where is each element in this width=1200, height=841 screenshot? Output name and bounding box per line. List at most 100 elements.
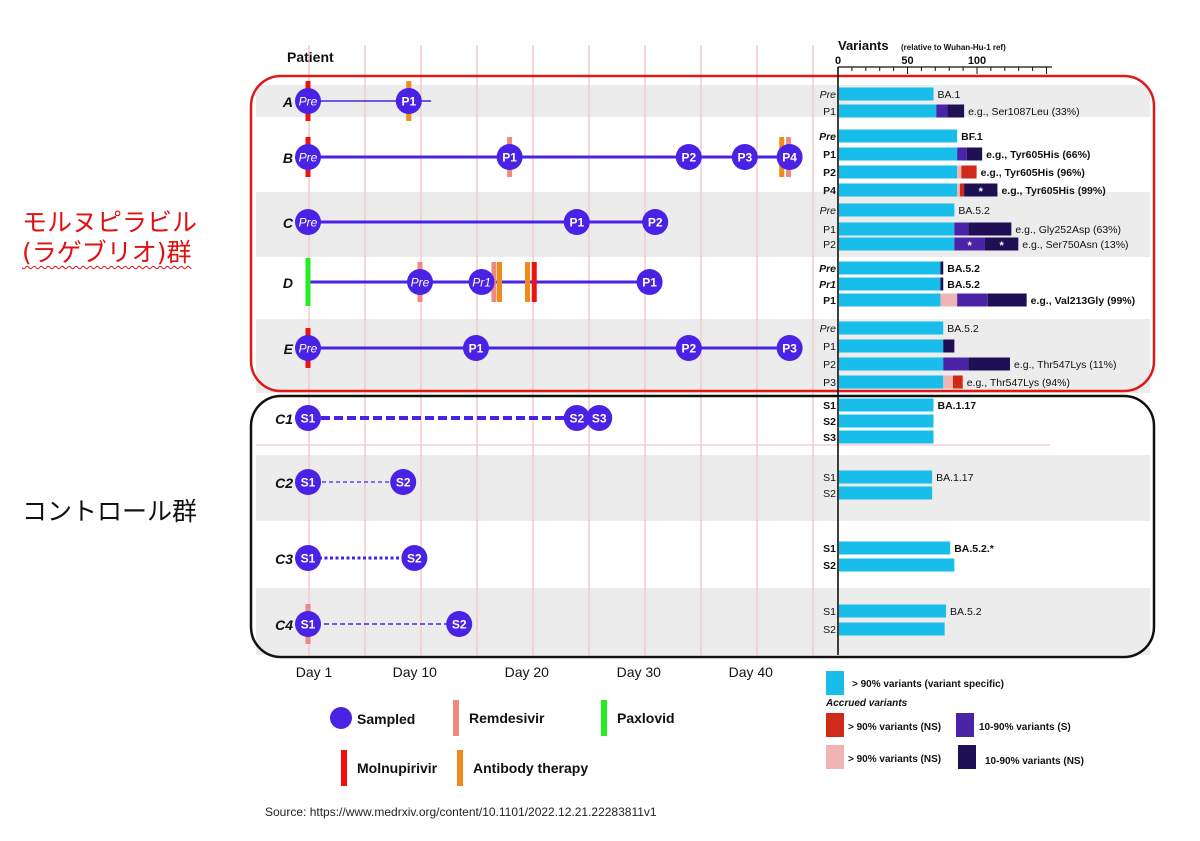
variants-legend: > 90% variants (variant specific) > 90% v… (825, 671, 1084, 769)
sample-node (295, 88, 321, 114)
variant-sample-label: P2 (823, 167, 836, 179)
variant-sample-label: P1 (823, 224, 836, 236)
variant-note: BA.1 (938, 89, 961, 101)
legend-item-paxlovid: Paxlovid (601, 700, 675, 736)
molnupiravir-group-label-line2: (ラゲブリオ)群 (22, 233, 192, 269)
patient-id-label: C1 (275, 411, 293, 427)
variant-row-a-p1: P1 e.g., Ser1087Leu (33%) (823, 104, 1080, 118)
variant-bar-variant_specific (839, 398, 934, 412)
variant-note: e.g., Thr547Lys (94%) (967, 377, 1070, 389)
variant-bar-variant_specific (839, 558, 955, 572)
variants-legend-item-variant_specific: > 90% variants (variant specific) (826, 671, 1004, 695)
variant-bar-variant_specific (839, 414, 934, 428)
variant-sample-label: S1 (823, 400, 836, 412)
variant-bar-variant_specific (839, 339, 944, 353)
variant-row-c-p1: P1 e.g., Gly252Asp (63%) (823, 222, 1121, 236)
sample-node (563, 405, 590, 431)
variant-sample-label: S2 (823, 416, 836, 428)
sample-label: Pre (299, 342, 318, 356)
variant-bar-variant_specific (839, 129, 958, 143)
patient-c3-timeline: C3 S1 S2 (275, 545, 428, 571)
sample-label: S2 (569, 412, 584, 426)
variant-sample-label: Pre (820, 205, 837, 217)
legend-label: Molnupirivir (357, 760, 438, 776)
timeline-legend: Sampled Remdesivir Paxlovid Molnupirivir Ant… (330, 700, 675, 786)
sample-node (395, 88, 422, 114)
legend-item-remdesivir: Remdesivir (453, 700, 545, 736)
variant-note: e.g., Gly252Asp (63%) (1015, 224, 1121, 236)
legend-label: Remdesivir (469, 710, 545, 726)
variant-bar-ns_90_light (943, 375, 953, 389)
variant-note: e.g., Tyr605His (96%) (981, 167, 1085, 179)
sample-node (295, 405, 321, 431)
molnupiravir-group-label-text: (ラゲブリオ)群 (22, 238, 192, 267)
row-band (256, 588, 1150, 655)
variant-bar-s_10_90 (936, 104, 948, 118)
variant-row-c2-s2: S2 (823, 486, 933, 500)
legend-label: 10-90% variants (NS) (985, 756, 1084, 767)
variant-sample-label: P4 (823, 185, 836, 197)
variants-legend-title: Accrued variants (825, 698, 908, 709)
legend-label: Antibody therapy (473, 760, 588, 776)
variant-bar-variant_specific (839, 203, 955, 217)
sample-label: Pre (299, 151, 318, 165)
legend-swatch-ns_10_90 (958, 745, 976, 769)
variant-row-b-p4: P4 * e.g., Tyr605His (99%) (823, 183, 1106, 198)
variant-bar-variant_specific (839, 183, 958, 197)
sample-node (776, 144, 803, 170)
variant-bar-variant_specific (839, 261, 941, 275)
variant-row-c4-s1: S1 BA.5.2 (823, 604, 982, 618)
sample-node (636, 269, 663, 295)
sample-label: P1 (401, 95, 416, 109)
variant-row-d-pre: Pre BA.5.2 (819, 261, 980, 275)
variant-row-e-p2: P2 e.g., Thr547Lys (11%) (823, 357, 1117, 371)
variant-note: e.g., Ser750Asn (13%) (1022, 239, 1128, 251)
legend-swatch-molnupiravir (341, 750, 347, 786)
variant-bar-s_10_90 (943, 357, 969, 371)
variant-sample-label: S1 (823, 543, 836, 555)
sample-node (295, 545, 321, 571)
variant-bar-variant_specific (839, 375, 944, 389)
variant-sample-label: Pre (820, 89, 837, 101)
variant-row-c1-s1: S1 BA.1.17 (823, 398, 976, 412)
patient-id-label: D (283, 275, 293, 291)
sample-label: S2 (396, 476, 411, 490)
variant-bar-ns_10_90 (964, 183, 998, 197)
legend-label: > 90% variants (NS) (848, 754, 941, 765)
variant-bar-variant_specific (839, 237, 955, 251)
sample-node (496, 144, 523, 170)
sample-label: P3 (782, 342, 797, 356)
sample-label: P2 (648, 216, 663, 230)
variant-row-a-pre: Pre BA.1 (820, 87, 961, 101)
variant-bar-ns_90_light (957, 165, 962, 179)
legend-label: Paxlovid (617, 710, 675, 726)
sample-node (731, 144, 758, 170)
variants-tick-label: 100 (968, 55, 986, 67)
sample-node (642, 209, 669, 235)
variants-tick-label: 50 (901, 55, 913, 67)
variants-legend-item-ns_10_90: 10-90% variants (NS) (958, 745, 1084, 769)
sample-label: S2 (452, 618, 467, 632)
sample-node (407, 269, 433, 295)
sample-node (295, 469, 321, 495)
sample-label: S2 (407, 552, 422, 566)
sample-node (401, 545, 428, 571)
variant-row-b-pre: Pre BF.1 (819, 129, 983, 143)
patient-a-timeline: A Pre P1 (282, 81, 432, 121)
variant-sample-label: P1 (823, 341, 836, 353)
sample-node (295, 209, 321, 235)
patient-id-label: B (283, 150, 293, 166)
sample-node (463, 335, 489, 361)
sample-node (675, 335, 702, 361)
variant-row-c-p2: P2 * * e.g., Ser750Asn (13%) (823, 237, 1129, 252)
control-group-frame (249, 394, 1156, 659)
legend-swatch-remdesivir (453, 700, 459, 736)
sample-label: S1 (301, 412, 316, 426)
sample-label: P2 (681, 151, 696, 165)
variant-bar-ns_10_90 (940, 261, 944, 275)
variant-bar-variant_specific (839, 321, 944, 335)
day-tick-label: Day 20 (505, 664, 550, 680)
variant-note: e.g., Ser1087Leu (33%) (968, 106, 1080, 118)
variant-row-c4-s2: S2 (823, 622, 945, 636)
